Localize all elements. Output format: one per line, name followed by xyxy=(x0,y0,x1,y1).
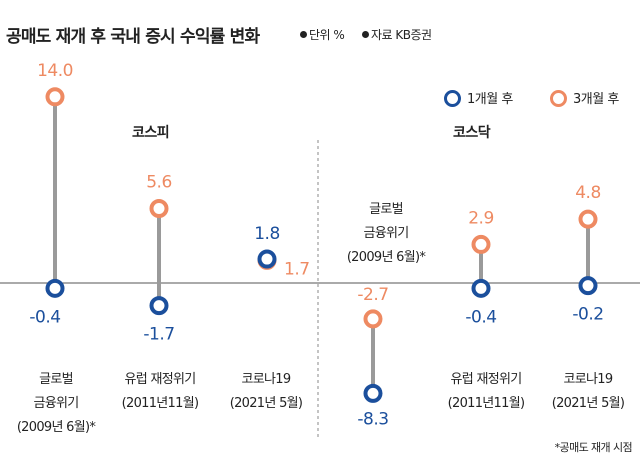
one-month-value-label: -0.2 xyxy=(572,305,603,325)
legend-one-month-label: 1개월 후 xyxy=(467,92,513,107)
chart-title: 공매도 재개 후 국내 증시 수익률 변화 xyxy=(6,27,260,47)
one-month-point xyxy=(363,383,383,403)
three-month-point xyxy=(45,87,65,107)
one-month-value-label: -0.4 xyxy=(29,307,60,327)
legend-three-month-label: 3개월 후 xyxy=(573,92,619,107)
source-note: 자료 KB증권 xyxy=(362,26,432,43)
three-month-point xyxy=(578,209,598,229)
group-label-kospi: 코스피 xyxy=(132,125,170,141)
group-label-kosdaq: 코스닥 xyxy=(453,125,491,141)
one-month-value-label: -0.4 xyxy=(465,307,496,327)
unit-label: 단위 % xyxy=(309,28,345,42)
three-month-point xyxy=(149,199,169,219)
legend-three-month: 3개월 후 xyxy=(550,88,619,107)
legend-one-month: 1개월 후 xyxy=(444,88,513,107)
category-label: 유럽 재정위기 (2011년11월) xyxy=(447,372,525,411)
three-month-value-label: 2.9 xyxy=(468,208,494,228)
three-month-point xyxy=(471,234,491,254)
three-month-value-label: 1.7 xyxy=(284,259,310,279)
category-label: 유럽 재정위기 (2011년11월) xyxy=(121,372,199,411)
category-label: 코로나19 (2021년 5월) xyxy=(229,372,303,411)
category-label: 글로벌 금융위기 (2009년 6월)* xyxy=(346,202,426,265)
one-month-point xyxy=(257,249,277,269)
three-month-value-label: 5.6 xyxy=(146,173,172,193)
bullet-icon xyxy=(362,31,369,38)
category-label: 글로벌 금융위기 (2009년 6월)* xyxy=(16,372,96,435)
source-label: 자료 KB증권 xyxy=(371,28,432,42)
three-month-value-label: -2.7 xyxy=(357,285,388,305)
one-month-point xyxy=(149,296,169,316)
one-month-value-label: 1.8 xyxy=(254,224,280,244)
one-month-value-label: -8.3 xyxy=(357,409,388,429)
unit-note: 단위 % xyxy=(300,26,345,43)
bullet-icon xyxy=(300,31,307,38)
footnote: *공매도 재개 시점 xyxy=(554,441,633,454)
three-month-value-label: 14.0 xyxy=(37,61,73,81)
one-month-point xyxy=(578,276,598,296)
one-month-value-label: -1.7 xyxy=(143,325,174,345)
three-month-point xyxy=(363,309,383,329)
three-month-value-label: 4.8 xyxy=(575,183,601,203)
one-month-point xyxy=(45,278,65,298)
category-label: 코로나19 (2021년 5월) xyxy=(551,372,625,411)
one-month-point xyxy=(471,278,491,298)
legend-three-month-marker-icon xyxy=(550,90,567,107)
legend-one-month-marker-icon xyxy=(444,90,461,107)
